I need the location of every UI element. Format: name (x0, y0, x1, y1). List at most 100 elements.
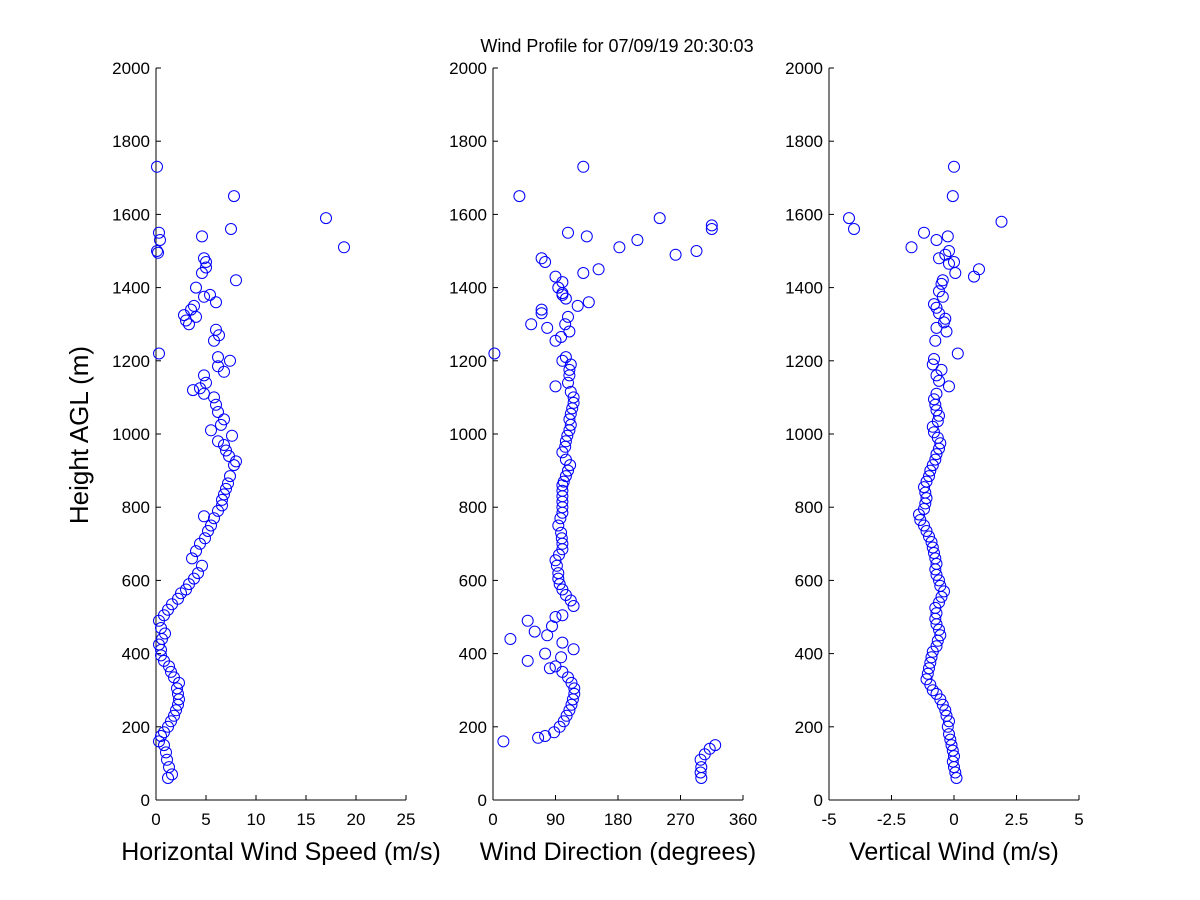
data-point (943, 728, 955, 741)
data-point (918, 226, 930, 239)
data-point (549, 660, 562, 673)
y-tick-label: 200 (122, 718, 150, 737)
data-point (941, 230, 954, 243)
data-point (933, 596, 945, 609)
data-point (153, 226, 165, 239)
y-tick-label: 1600 (449, 205, 487, 224)
y-tick-label: 1600 (785, 205, 823, 224)
data-point (582, 296, 595, 309)
data-point (200, 376, 212, 389)
data-point (153, 638, 165, 651)
data-point (946, 190, 959, 203)
data-point (564, 385, 577, 398)
data-point (220, 482, 232, 495)
data-point (521, 654, 534, 667)
data-point (160, 746, 172, 759)
y-tick-label: 2000 (449, 59, 487, 78)
data-point (930, 387, 943, 400)
data-point (613, 241, 626, 254)
data-point (924, 464, 937, 477)
data-point (549, 270, 562, 283)
data-point (559, 453, 572, 466)
data-point (933, 409, 945, 422)
data-point (532, 731, 545, 744)
y-tick-label: 1400 (449, 279, 487, 298)
data-point (226, 429, 238, 442)
y-tick-label: 2000 (112, 59, 150, 78)
data-point (196, 559, 208, 572)
data-point (192, 567, 204, 580)
data-point (497, 735, 510, 748)
data-point (920, 475, 933, 488)
data-point (669, 248, 682, 261)
x-tick-label: 360 (729, 810, 757, 829)
data-point (933, 374, 945, 387)
data-point (166, 768, 178, 781)
data-point (935, 363, 948, 376)
data-point (552, 567, 565, 580)
panel-vertical-wind: 0 200 400 600 800 1000 1200 1400 1600 1800 2000 -5 -… (785, 59, 1084, 866)
data-point (563, 704, 576, 717)
data-point (163, 761, 175, 774)
data-point (539, 647, 552, 660)
data-point (210, 398, 222, 411)
data-point (559, 351, 572, 364)
data-point (552, 572, 565, 585)
data-point (563, 325, 576, 338)
data-point (563, 413, 576, 426)
data-point (172, 592, 184, 605)
y-tick-label: 600 (795, 571, 823, 590)
data-point (202, 525, 214, 537)
y-tick-label: 1400 (112, 279, 150, 298)
data-point (198, 290, 210, 303)
y-tick-label: 200 (795, 718, 823, 737)
y-tick-label: 200 (459, 718, 487, 737)
data-point (560, 709, 573, 722)
data-point (205, 424, 217, 437)
data-point (196, 230, 208, 243)
data-point (228, 190, 240, 203)
x-tick-label: 0 (949, 810, 958, 829)
data-point (556, 609, 569, 622)
data-point (210, 296, 222, 309)
data-point (218, 488, 230, 501)
data-point (230, 455, 242, 468)
data-point (559, 470, 572, 483)
data-point (567, 643, 580, 656)
y-axis-title: Height AGL (m) (64, 346, 94, 524)
x-tick-label: 270 (666, 810, 694, 829)
y-tick-label: 600 (122, 571, 150, 590)
data-point (541, 629, 554, 642)
data-point (928, 547, 940, 559)
data-point (944, 733, 957, 746)
data-point (158, 654, 170, 667)
x-tick-label: 180 (604, 810, 632, 829)
data-point (690, 245, 703, 257)
data-point (212, 360, 224, 373)
data-point (170, 704, 182, 717)
data-point (186, 552, 198, 565)
data-point (190, 545, 202, 558)
data-point (923, 530, 935, 543)
data-point (535, 307, 548, 320)
data-point (926, 358, 939, 371)
data-point (995, 215, 1008, 228)
data-point (567, 396, 580, 409)
x-tick-label: -2.5 (877, 810, 906, 829)
x-tick-label: 10 (247, 810, 266, 829)
data-point (934, 579, 947, 592)
y-tick-label: 1200 (112, 352, 150, 371)
data-point (541, 321, 554, 334)
data-point (705, 219, 718, 232)
x-tick-label: 5 (1074, 810, 1083, 829)
data-point (948, 256, 960, 268)
data-point (926, 684, 939, 697)
data-point (592, 263, 605, 276)
data-point (580, 230, 593, 243)
x-tick-label: 20 (347, 810, 366, 829)
data-point (155, 622, 167, 634)
data-point (213, 329, 225, 342)
data-point (926, 459, 939, 472)
y-tick-label: 400 (459, 645, 487, 664)
x-tick-label: -5 (821, 810, 836, 829)
